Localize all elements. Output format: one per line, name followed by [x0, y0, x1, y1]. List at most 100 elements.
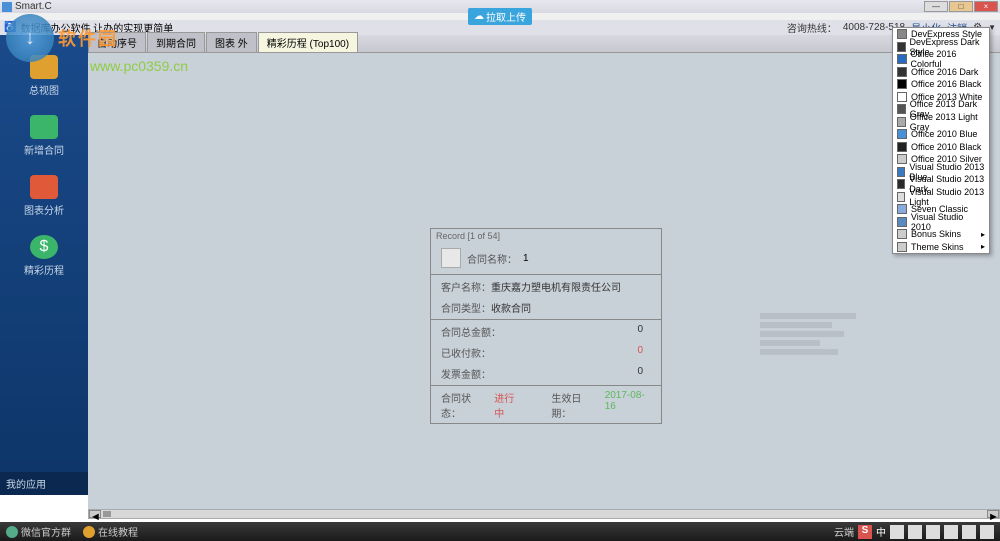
skin-swatch-icon: [897, 79, 907, 89]
record-name-value: 1: [523, 253, 529, 264]
total-value: 0: [501, 324, 651, 339]
type-label: 合同类型：: [441, 300, 491, 315]
skin-swatch-icon: [897, 104, 906, 114]
skin-menu-item[interactable]: Office 2016 Black: [893, 78, 989, 91]
faint-background: [760, 313, 880, 393]
new-contract-icon: [30, 115, 58, 139]
invoice-label: 发票金额：: [441, 366, 501, 381]
skin-item-label: Theme Skins: [911, 242, 964, 252]
date-value: 2017-08-16: [605, 390, 651, 420]
submenu-arrow-icon: ▸: [981, 242, 985, 251]
taskbar: 微信官方群 在线教程 云端 S 中: [0, 522, 1000, 541]
skin-swatch-icon: [897, 229, 907, 239]
skin-menu-item[interactable]: Visual Studio 2013 Light: [893, 191, 989, 204]
wechat-icon: [6, 526, 18, 538]
scroll-right-button[interactable]: ►: [987, 510, 999, 518]
record-name-label: 合同名称：: [467, 251, 517, 266]
tab-chart[interactable]: 图表 外: [206, 32, 257, 52]
skin-menu-item[interactable]: Visual Studio 2010: [893, 216, 989, 229]
cloud-upload-button[interactable]: ☁ 拉取上传: [468, 8, 532, 25]
received-value: 0: [501, 345, 651, 360]
record-icon: [441, 248, 461, 268]
invoice-value: 0: [501, 366, 651, 381]
cloud-button-label: 拉取上传: [486, 9, 526, 24]
chart-analysis-icon: [30, 175, 58, 199]
tab-history[interactable]: 精彩历程 (Top100): [258, 32, 358, 52]
skin-swatch-icon: [897, 179, 905, 189]
tray-icon-s[interactable]: S: [858, 525, 872, 539]
horizontal-scrollbar[interactable]: ◄ ►: [88, 509, 1000, 519]
sidebar-footer[interactable]: 我的应用: [0, 472, 88, 495]
total-label: 合同总金额：: [441, 324, 501, 339]
sidebar: 总视图 新增合同 图表分析 $ 精彩历程 我的应用: [0, 35, 88, 495]
skin-menu-item[interactable]: Office 2016 Dark: [893, 66, 989, 79]
skin-menu-item[interactable]: Office 2010 Black: [893, 141, 989, 154]
sidebar-label: 图表分析: [24, 202, 64, 217]
sidebar-item-history[interactable]: $ 精彩历程: [24, 235, 64, 277]
skin-menu-item[interactable]: Office 2016 Colorful: [893, 53, 989, 66]
record-title: Record [1 of 54]: [431, 229, 661, 243]
skin-swatch-icon: [897, 54, 907, 64]
skin-item-label: Bonus Skins: [911, 229, 961, 239]
watermark-logo: ↓ 软件园: [6, 14, 118, 62]
skin-menu-item[interactable]: Theme Skins ▸: [893, 241, 989, 254]
taskbar-cloud-label: 云端: [834, 524, 854, 539]
close-button[interactable]: ×: [974, 1, 998, 12]
tray-icon-1[interactable]: [890, 525, 904, 539]
tutorial-icon: [83, 526, 95, 538]
skin-swatch-icon: [897, 142, 907, 152]
taskbar-tutorial[interactable]: 在线教程: [83, 524, 138, 539]
submenu-arrow-icon: ▸: [981, 230, 985, 239]
watermark-url: www.pc0359.cn: [90, 58, 188, 74]
date-label: 生效日期：: [551, 390, 596, 420]
sidebar-label: 精彩历程: [24, 262, 64, 277]
record-card: Record [1 of 54] 合同名称： 1 客户名称： 重庆嘉力塑电机有限…: [430, 228, 662, 424]
skin-swatch-icon: [897, 192, 905, 202]
minimize-button[interactable]: —: [924, 1, 948, 12]
tab-row: 自动序号 到期合同 图表 外 精彩历程 (Top100): [0, 35, 1000, 53]
tray-icon-4[interactable]: [944, 525, 958, 539]
skin-swatch-icon: [897, 92, 907, 102]
skin-menu-item[interactable]: Office 2013 Light Gray: [893, 116, 989, 129]
scroll-thumb[interactable]: [103, 511, 111, 517]
tray-ime[interactable]: 中: [876, 524, 886, 539]
received-label: 已收付款：: [441, 345, 501, 360]
scroll-left-button[interactable]: ◄: [89, 510, 101, 518]
skin-swatch-icon: [897, 217, 907, 227]
skin-swatch-icon: [897, 242, 907, 252]
skin-swatch-icon: [897, 204, 907, 214]
topbar: ☁ 拉取上传: [0, 13, 1000, 20]
type-value: 收款合同: [491, 300, 651, 315]
window-title: Smart.C: [15, 1, 52, 12]
skin-swatch-icon: [897, 29, 907, 39]
maximize-button[interactable]: □: [949, 1, 973, 12]
skin-swatch-icon: [897, 129, 907, 139]
skin-menu: DevExpress StyleDevExpress Dark StyleOff…: [892, 27, 990, 254]
skin-swatch-icon: [897, 67, 907, 77]
tray-icon-2[interactable]: [908, 525, 922, 539]
taskbar-wechat[interactable]: 微信官方群: [6, 524, 71, 539]
app-icon: [2, 2, 12, 12]
skin-swatch-icon: [897, 42, 906, 52]
hotline-label: 咨询热线：: [787, 20, 837, 35]
sidebar-label: 总视图: [29, 82, 59, 97]
status-label: 合同状态：: [441, 390, 486, 420]
sidebar-item-chart-analysis[interactable]: 图表分析: [24, 175, 64, 217]
status-value: 进行中: [494, 390, 521, 420]
skin-swatch-icon: [897, 167, 905, 177]
tab-expired[interactable]: 到期合同: [147, 32, 205, 52]
tray-icon-5[interactable]: [962, 525, 976, 539]
tray-icon-6[interactable]: [980, 525, 994, 539]
skin-item-label: Office 2010 Black: [911, 142, 981, 152]
skin-item-label: Office 2016 Dark: [911, 67, 978, 77]
tray-icon-3[interactable]: [926, 525, 940, 539]
skin-item-label: Office 2016 Black: [911, 79, 981, 89]
skin-swatch-icon: [897, 117, 906, 127]
sidebar-label: 新增合同: [24, 142, 64, 157]
sidebar-item-new-contract[interactable]: 新增合同: [24, 115, 64, 157]
customer-label: 客户名称：: [441, 279, 491, 294]
skin-item-label: Office 2010 Blue: [911, 129, 977, 139]
skin-swatch-icon: [897, 154, 907, 164]
history-icon: $: [30, 235, 58, 259]
skin-menu-item[interactable]: Office 2010 Blue: [893, 128, 989, 141]
